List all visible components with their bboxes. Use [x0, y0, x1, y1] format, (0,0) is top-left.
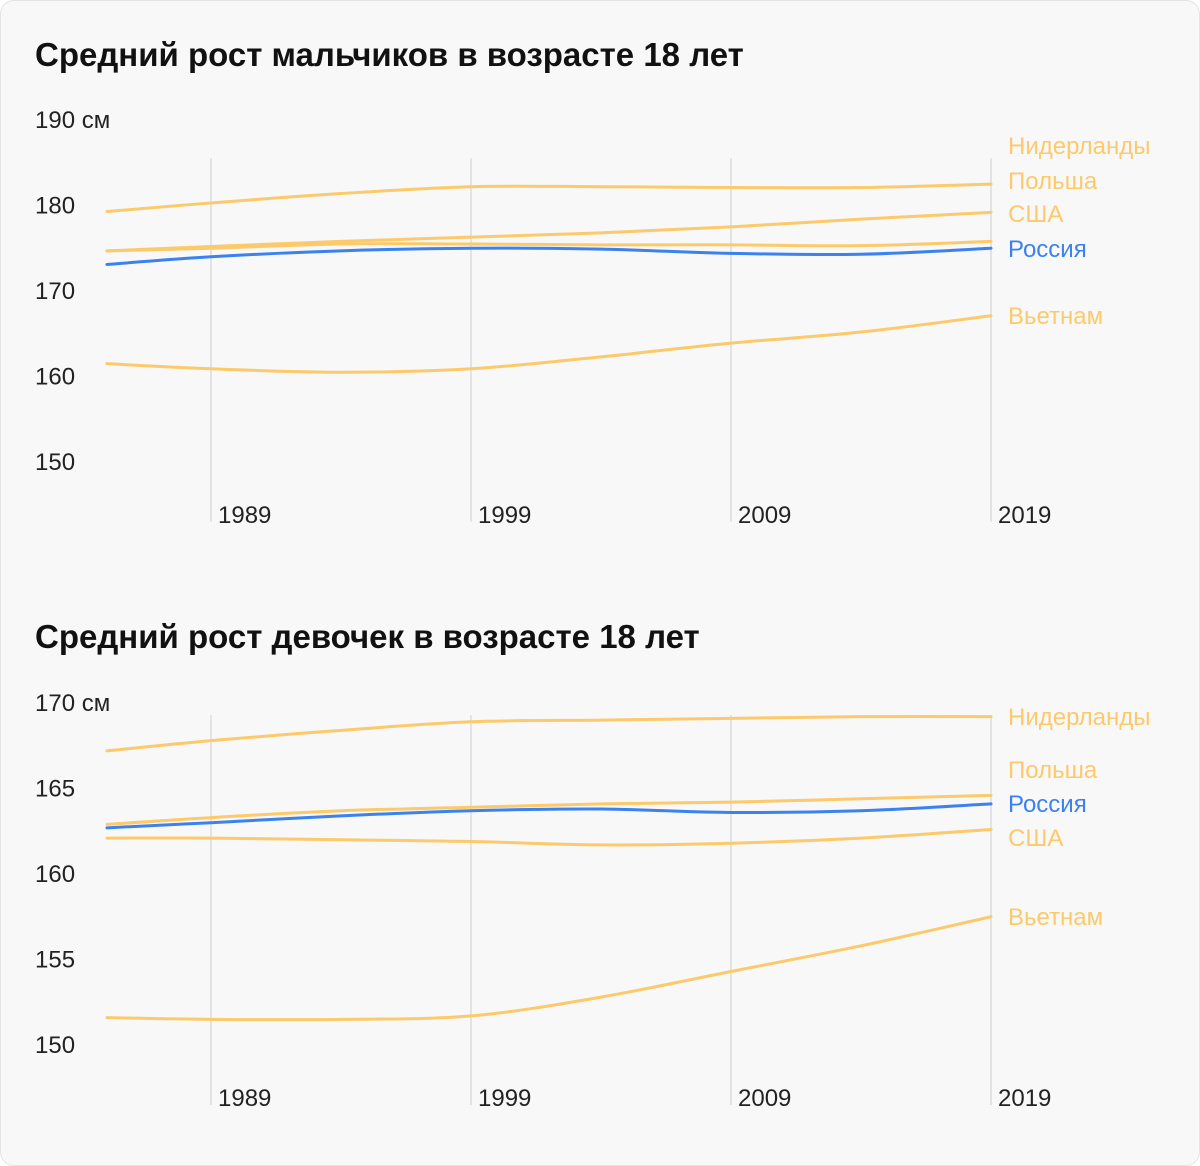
- y-tick-label: 170 см: [35, 690, 110, 717]
- x-tick-label: 1999: [478, 502, 531, 529]
- y-tick-label: 150: [35, 1032, 75, 1059]
- series-line-2: [105, 239, 993, 253]
- x-tick-label: 2009: [738, 1085, 791, 1112]
- series-line-3: [105, 314, 993, 374]
- y-tick-label: 170: [35, 278, 75, 305]
- series-line-4: [105, 802, 993, 830]
- series-line-4: [105, 246, 993, 266]
- series-label: США: [1008, 201, 1063, 228]
- chart-title: Средний рост мальчиков в возрасте 18 лет: [35, 36, 744, 73]
- series-label: США: [1008, 825, 1063, 852]
- y-tick-label: 160: [35, 364, 75, 391]
- series-line-0: [105, 715, 993, 753]
- y-tick-label: 190 см: [35, 107, 110, 134]
- series-label: Вьетнам: [1008, 303, 1103, 330]
- y-tick-label: 165: [35, 776, 75, 803]
- y-tick-label: 160: [35, 861, 75, 888]
- y-tick-label: 155: [35, 947, 75, 974]
- series-line-1: [105, 210, 993, 253]
- x-tick-label: 2009: [738, 502, 791, 529]
- series-line-0: [105, 182, 993, 213]
- x-tick-label: 1989: [218, 1085, 271, 1112]
- x-tick-label: 1989: [218, 502, 271, 529]
- x-tick-label: 2019: [998, 1085, 1051, 1112]
- series-label: Нидерланды: [1008, 133, 1150, 160]
- x-tick-label: 2019: [998, 502, 1051, 529]
- series-line-2: [105, 828, 993, 847]
- series-label: Россия: [1008, 791, 1087, 818]
- series-label: Нидерланды: [1008, 704, 1150, 731]
- series-label: Польша: [1008, 168, 1098, 195]
- series-label: Россия: [1008, 236, 1087, 263]
- series-line-3: [105, 915, 993, 1022]
- y-tick-label: 150: [35, 449, 75, 476]
- series-line-1: [105, 793, 993, 826]
- x-tick-label: 1999: [478, 1085, 531, 1112]
- series-label: Польша: [1008, 757, 1098, 784]
- y-tick-label: 180: [35, 193, 75, 220]
- series-label: Вьетнам: [1008, 904, 1103, 931]
- chart-title: Средний рост девочек в возрасте 18 лет: [35, 618, 700, 655]
